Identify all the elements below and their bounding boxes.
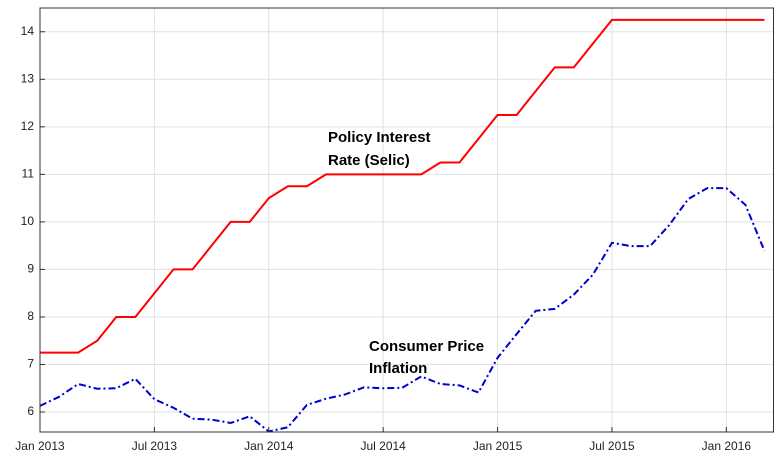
y-tick-label: 8 [27, 309, 34, 323]
plot-area [40, 8, 773, 432]
x-tick-label: Jul 2014 [360, 439, 406, 453]
x-tick-label: Jan 2013 [15, 439, 65, 453]
y-tick-label: 12 [21, 119, 35, 133]
series-line [40, 18, 765, 354]
annotation: Rate (Selic) [328, 152, 410, 169]
annotation: Inflation [369, 360, 427, 377]
y-tick-label: 13 [21, 71, 35, 85]
y-tick-label: 10 [21, 214, 35, 228]
x-tick-label: Jul 2013 [132, 439, 178, 453]
y-tick-label: 11 [22, 167, 35, 181]
annotation: Consumer Price [369, 338, 484, 355]
series-line [39, 187, 766, 433]
x-tick-label: Jul 2015 [589, 439, 635, 453]
x-tick-label: Jan 2016 [702, 439, 752, 453]
y-tick-label: 7 [27, 357, 34, 371]
lines [39, 18, 766, 433]
annotation: Policy Interest [328, 129, 431, 146]
x-tick-label: Jan 2015 [473, 439, 523, 453]
y-tick-label: 9 [27, 262, 34, 276]
y-tick-label: 14 [21, 24, 35, 38]
x-tick-label: Jan 2014 [244, 439, 294, 453]
y-tick-label: 6 [27, 404, 34, 418]
